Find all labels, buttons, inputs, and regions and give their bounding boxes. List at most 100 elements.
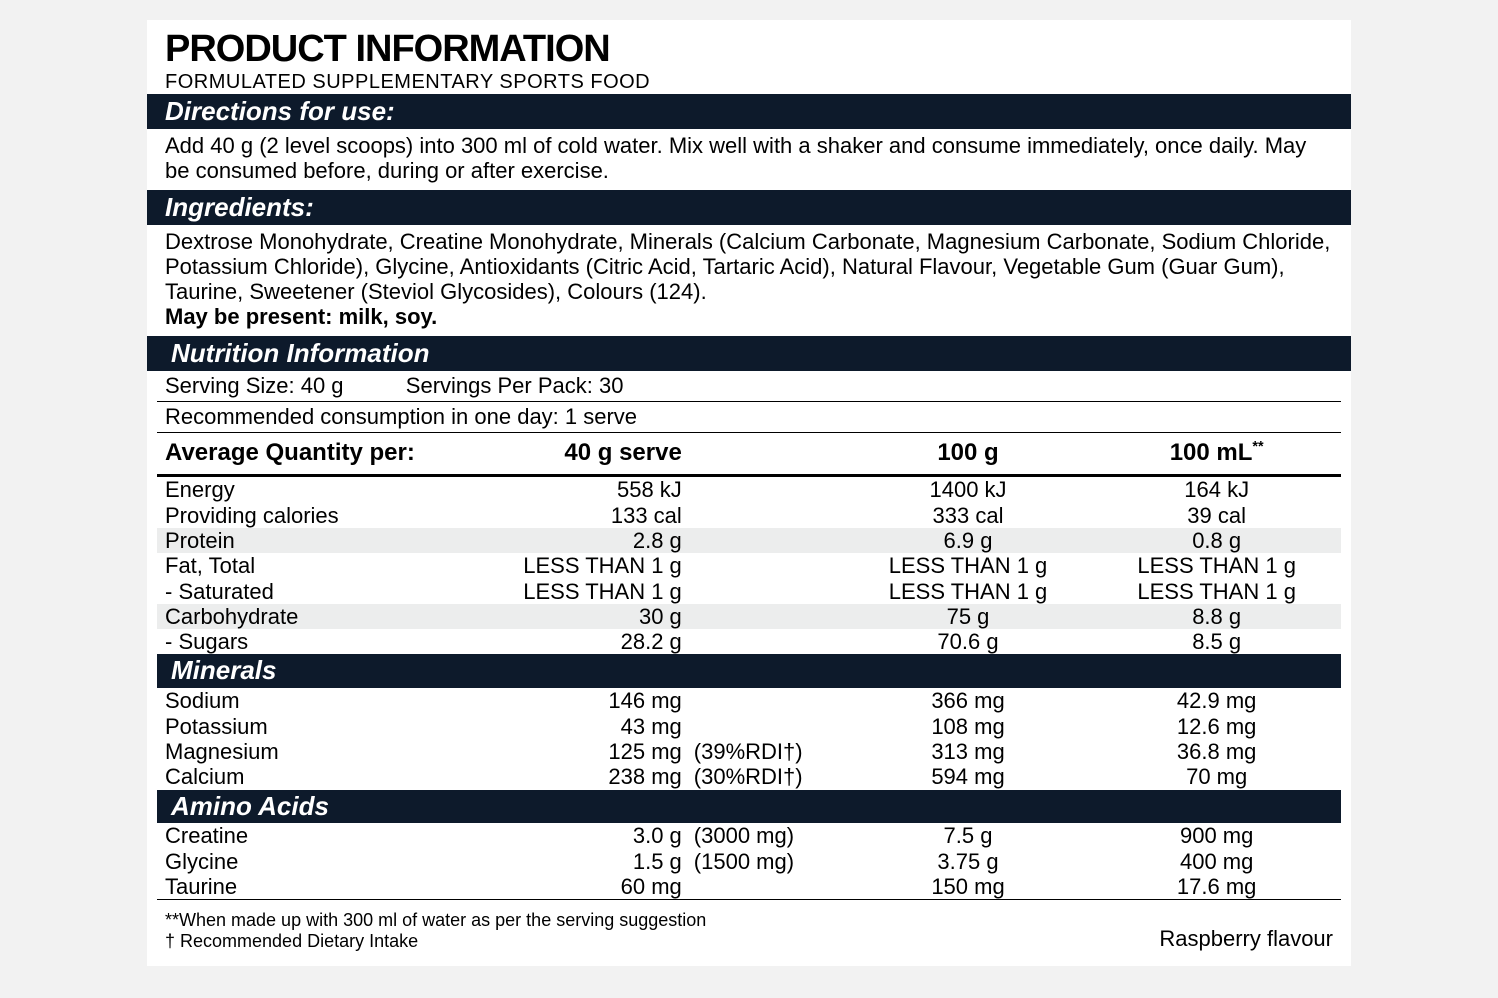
flavour-label: Raspberry flavour xyxy=(1159,926,1333,952)
row-100ml: 400 mg xyxy=(1092,849,1341,874)
row-100g: 333 cal xyxy=(844,503,1093,528)
row-40g: 60 mg xyxy=(489,874,690,899)
row-100g: 313 mg xyxy=(844,739,1093,764)
row-note: (3000 mg) xyxy=(690,823,844,848)
row-100g: 7.5 g xyxy=(844,823,1093,848)
row-100ml: 0.8 g xyxy=(1092,528,1341,553)
serving-line: Serving Size: 40 g Servings Per Pack: 30 xyxy=(147,371,1351,401)
row-note xyxy=(690,553,844,578)
row-100g: 6.9 g xyxy=(844,528,1093,553)
footnotes: **When made up with 300 ml of water as p… xyxy=(165,910,706,952)
ingredients-block: Dextrose Monohydrate, Creatine Monohydra… xyxy=(147,225,1351,336)
table-row: Creatine3.0 g(3000 mg)7.5 g900 mg xyxy=(157,823,1341,848)
subtitle: FORMULATED SUPPLEMENTARY SPORTS FOOD xyxy=(165,71,1333,94)
table-row: Taurine60 mg 150 mg17.6 mg xyxy=(157,874,1341,899)
row-40g: 3.0 g xyxy=(489,823,690,848)
row-100g: 70.6 g xyxy=(844,629,1093,654)
nutrition-table: Average Quantity per: 40 g serve 100 g 1… xyxy=(157,433,1341,473)
row-100ml: 8.5 g xyxy=(1092,629,1341,654)
row-40g: LESS THAN 1 g xyxy=(489,553,690,578)
product-info-panel: PRODUCT INFORMATION FORMULATED SUPPLEMEN… xyxy=(147,20,1351,966)
row-100ml: LESS THAN 1 g xyxy=(1092,553,1341,578)
row-40g: LESS THAN 1 g xyxy=(489,579,690,604)
row-note xyxy=(690,503,844,528)
row-100ml: LESS THAN 1 g xyxy=(1092,579,1341,604)
col-100g: 100 g xyxy=(844,433,1093,473)
ingredients-text: Dextrose Monohydrate, Creatine Monohydra… xyxy=(165,229,1330,305)
col-100ml: 100 mL** xyxy=(1092,433,1341,473)
table-row: Protein2.8 g 6.9 g0.8 g xyxy=(157,528,1341,553)
row-note xyxy=(690,477,844,502)
row-note xyxy=(690,604,844,629)
aminos-section-bar: Amino Acids xyxy=(157,790,1341,824)
row-name: Glycine xyxy=(157,849,489,874)
row-note: (39%RDI†) xyxy=(690,739,844,764)
footnote-1: **When made up with 300 ml of water as p… xyxy=(165,910,706,931)
row-note: (1500 mg) xyxy=(690,849,844,874)
row-note xyxy=(690,629,844,654)
row-name: Magnesium xyxy=(157,739,489,764)
row-name: Protein xyxy=(157,528,489,553)
row-note xyxy=(690,714,844,739)
row-note xyxy=(690,579,844,604)
row-100ml: 8.8 g xyxy=(1092,604,1341,629)
row-100ml: 36.8 mg xyxy=(1092,739,1341,764)
table-row: Sodium146 mg 366 mg42.9 mg xyxy=(157,688,1341,713)
servings-per-pack: Servings Per Pack: 30 xyxy=(406,373,624,399)
row-name: - Sugars xyxy=(157,629,489,654)
table-row: Potassium43 mg 108 mg12.6 mg xyxy=(157,714,1341,739)
row-100g: 75 g xyxy=(844,604,1093,629)
row-40g: 28.2 g xyxy=(489,629,690,654)
col-header-label: Average Quantity per: xyxy=(157,433,489,473)
row-100ml: 17.6 mg xyxy=(1092,874,1341,899)
row-note xyxy=(690,688,844,713)
row-100ml: 39 cal xyxy=(1092,503,1341,528)
row-100ml: 42.9 mg xyxy=(1092,688,1341,713)
row-40g: 146 mg xyxy=(489,688,690,713)
row-40g: 558 kJ xyxy=(489,477,690,502)
col-40g: 40 g serve xyxy=(489,433,690,473)
row-note: (30%RDI†) xyxy=(690,764,844,789)
row-100ml: 900 mg xyxy=(1092,823,1341,848)
serving-size: Serving Size: 40 g xyxy=(165,373,344,399)
row-100ml: 12.6 mg xyxy=(1092,714,1341,739)
row-name: Taurine xyxy=(157,874,489,899)
row-40g: 133 cal xyxy=(489,503,690,528)
row-40g: 2.8 g xyxy=(489,528,690,553)
table-row: Glycine1.5 g(1500 mg)3.75 g400 mg xyxy=(157,849,1341,874)
table-row: Fat, TotalLESS THAN 1 gLESS THAN 1 gLESS… xyxy=(157,553,1341,578)
row-name: Energy xyxy=(157,477,489,502)
row-name: Providing calories xyxy=(157,503,489,528)
table-row: - Sugars28.2 g 70.6 g8.5 g xyxy=(157,629,1341,654)
row-40g: 43 mg xyxy=(489,714,690,739)
minerals-section-bar: Minerals xyxy=(157,654,1341,688)
ingredients-heading: Ingredients: xyxy=(147,190,1351,225)
row-name: Creatine xyxy=(157,823,489,848)
allergen-text: May be present: milk, soy. xyxy=(165,304,437,329)
row-100g: 366 mg xyxy=(844,688,1093,713)
nutrition-table-body: Energy558 kJ 1400 kJ164 kJ Providing calor… xyxy=(157,477,1341,899)
row-name: Sodium xyxy=(157,688,489,713)
row-100g: 150 mg xyxy=(844,874,1093,899)
main-title: PRODUCT INFORMATION xyxy=(165,20,1333,71)
nutrition-heading: Nutrition Information xyxy=(147,336,1351,371)
row-40g: 1.5 g xyxy=(489,849,690,874)
row-100g: 108 mg xyxy=(844,714,1093,739)
row-100g: LESS THAN 1 g xyxy=(844,579,1093,604)
row-100g: 1400 kJ xyxy=(844,477,1093,502)
table-row: Calcium238 mg(30%RDI†)594 mg70 mg xyxy=(157,764,1341,789)
table-row: Magnesium125 mg(39%RDI†)313 mg36.8 mg xyxy=(157,739,1341,764)
table-row: - SaturatedLESS THAN 1 gLESS THAN 1 gLES… xyxy=(157,579,1341,604)
row-40g: 30 g xyxy=(489,604,690,629)
footer: **When made up with 300 ml of water as p… xyxy=(147,900,1351,966)
row-name: - Saturated xyxy=(157,579,489,604)
table-header-row: Average Quantity per: 40 g serve 100 g 1… xyxy=(157,433,1341,473)
row-name: Potassium xyxy=(157,714,489,739)
directions-text: Add 40 g (2 level scoops) into 300 ml of… xyxy=(147,129,1351,190)
row-100ml: 164 kJ xyxy=(1092,477,1341,502)
row-name: Calcium xyxy=(157,764,489,789)
footnote-2: † Recommended Dietary Intake xyxy=(165,931,706,952)
row-100g: 594 mg xyxy=(844,764,1093,789)
directions-heading: Directions for use: xyxy=(147,94,1351,129)
row-name: Fat, Total xyxy=(157,553,489,578)
